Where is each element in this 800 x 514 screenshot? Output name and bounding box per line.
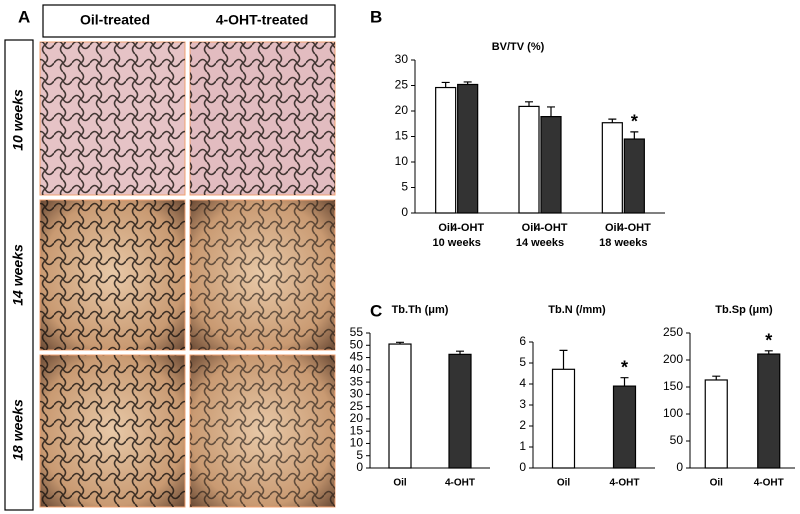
bar	[540, 116, 562, 214]
bar	[612, 385, 637, 469]
column-header: Oil-treated	[80, 12, 150, 28]
significance-marker: *	[765, 331, 772, 351]
bar	[518, 105, 540, 214]
bar-label: Oil	[522, 222, 537, 234]
error-bar	[441, 81, 450, 88]
bar	[388, 343, 412, 469]
y-tick-label: 30	[395, 52, 409, 66]
y-tick-label: 0	[519, 460, 526, 474]
y-tick-label: 20	[350, 411, 364, 425]
bar	[551, 368, 576, 469]
x-tick-label: 4-OHT	[610, 478, 640, 489]
x-tick-label: 14 weeks	[516, 237, 564, 249]
y-tick-label: 5	[519, 355, 526, 369]
column-header: 4-OHT-treated	[216, 12, 309, 28]
y-tick-label: 55	[350, 325, 364, 339]
y-tick-label: 2	[519, 418, 526, 432]
bar-label: Oil	[438, 222, 453, 234]
histology-texture	[190, 42, 335, 195]
error-bar	[630, 131, 639, 140]
y-tick-label: 0	[401, 205, 408, 219]
y-tick-label: 50	[670, 433, 684, 447]
significance-marker: *	[631, 112, 638, 132]
histology-texture	[40, 42, 185, 195]
error-bar	[764, 350, 773, 355]
x-tick-label: 10 weeks	[433, 237, 481, 249]
error-bar	[712, 375, 721, 380]
y-tick-label: 6	[519, 334, 526, 348]
y-tick-label: 35	[350, 374, 364, 388]
x-tick-label: Oil	[710, 478, 724, 489]
histology-texture	[190, 200, 335, 350]
y-tick-label: 25	[395, 78, 409, 92]
y-tick-label: 5	[356, 448, 363, 462]
x-tick-label: 4-OHT	[445, 478, 475, 489]
chart-title: Tb.Th (μm)	[392, 304, 449, 316]
row-label-box	[4, 39, 34, 511]
histology-texture	[190, 355, 335, 507]
chart-title: Tb.Sp (μm)	[715, 304, 773, 316]
panel-label: B	[370, 7, 382, 26]
bar-label: Oil	[605, 222, 620, 234]
y-tick-label: 5	[401, 180, 408, 194]
bar-label: 4-OHT	[618, 222, 651, 234]
y-tick-label: 4	[519, 376, 526, 390]
y-tick-label: 0	[676, 460, 683, 474]
y-tick-label: 20	[395, 103, 409, 117]
y-tick-label: 0	[356, 460, 363, 474]
y-tick-label: 30	[350, 387, 364, 401]
bar	[704, 379, 728, 469]
y-tick-label: 10	[350, 436, 364, 450]
row-label: 10 weeks	[10, 89, 26, 151]
chart-title: BV/TV (%)	[492, 41, 545, 53]
y-tick-label: 100	[663, 406, 683, 420]
y-tick-label: 45	[350, 350, 364, 364]
error-bar	[525, 101, 533, 107]
y-tick-label: 15	[350, 423, 364, 437]
x-tick-label: 4-OHT	[754, 478, 784, 489]
panel-label: A	[18, 7, 30, 26]
histology-images	[39, 41, 336, 508]
bar	[623, 138, 645, 214]
bar	[757, 353, 781, 469]
error-bar	[456, 350, 464, 355]
y-tick-label: 10	[395, 154, 409, 168]
error-bar	[547, 106, 555, 117]
bar-label: 4-OHT	[535, 222, 568, 234]
bar	[601, 122, 623, 214]
panel-label: C	[370, 301, 382, 320]
x-tick-label: Oil	[557, 478, 571, 489]
y-tick-label: 3	[519, 397, 526, 411]
significance-marker: *	[621, 357, 628, 377]
y-tick-label: 15	[395, 129, 409, 143]
y-tick-label: 250	[663, 325, 683, 339]
bar	[435, 86, 457, 214]
histology-texture	[40, 200, 185, 350]
y-tick-label: 40	[350, 362, 364, 376]
x-tick-label: Oil	[393, 478, 407, 489]
y-tick-label: 50	[350, 337, 364, 351]
error-bar	[396, 341, 404, 345]
y-tick-label: 200	[663, 352, 683, 366]
y-tick-label: 25	[350, 399, 364, 413]
row-label: 14 weeks	[10, 244, 26, 306]
error-bar	[608, 118, 617, 123]
chart-title: Tb.N (/mm)	[548, 304, 606, 316]
error-bar	[559, 349, 568, 370]
y-tick-label: 150	[663, 379, 683, 393]
x-tick-label: 18 weeks	[599, 237, 647, 249]
row-label: 18 weeks	[10, 399, 26, 461]
header-box	[42, 4, 336, 38]
y-tick-label: 1	[519, 439, 526, 453]
error-bar	[620, 377, 629, 387]
bar-label: 4-OHT	[451, 222, 484, 234]
bar	[448, 353, 472, 469]
histology-texture	[40, 355, 185, 507]
error-bar	[463, 81, 472, 85]
bar	[457, 83, 479, 214]
